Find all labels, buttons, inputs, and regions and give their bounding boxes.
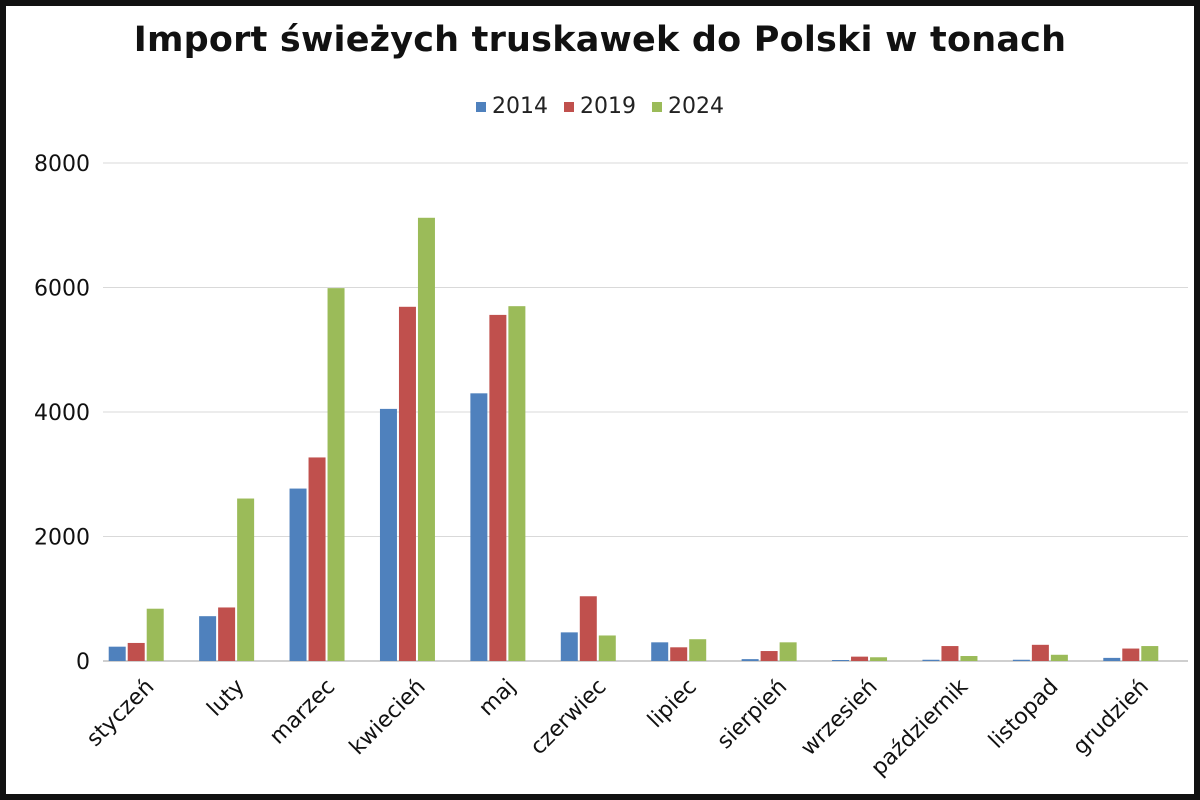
bar-2014-9 bbox=[832, 660, 850, 661]
chart-legend: 2014 2019 2024 bbox=[6, 94, 1194, 119]
x-tick-label: listopad bbox=[984, 674, 1063, 753]
x-tick-label: lipiec bbox=[643, 674, 702, 733]
legend-swatch-2019 bbox=[564, 101, 574, 112]
x-tick-label: październik bbox=[867, 674, 974, 781]
x-tick-label: styczeń bbox=[82, 674, 159, 751]
bar-2014-6 bbox=[560, 632, 578, 661]
legend-label: 2024 bbox=[668, 94, 724, 119]
bar-2024-10 bbox=[960, 656, 978, 661]
legend-item-2024: 2024 bbox=[652, 94, 724, 119]
x-tick-label: wrzesień bbox=[796, 674, 882, 760]
bar-2014-10 bbox=[922, 659, 940, 661]
y-tick-label: 0 bbox=[76, 650, 90, 675]
bar-2014-4 bbox=[379, 408, 397, 661]
bar-2024-12 bbox=[1141, 646, 1159, 661]
bar-2019-11 bbox=[1031, 644, 1049, 661]
chart-title: Import świeżych truskawek do Polski w to… bbox=[133, 20, 1067, 60]
bar-2019-1 bbox=[127, 642, 145, 661]
legend-label: 2019 bbox=[580, 94, 636, 119]
bar-2024-8 bbox=[779, 642, 797, 661]
bar-2024-5 bbox=[508, 306, 526, 661]
bar-2019-8 bbox=[760, 651, 778, 661]
bar-2019-4 bbox=[398, 306, 416, 661]
legend-label: 2014 bbox=[492, 94, 548, 119]
legend-item-2014: 2014 bbox=[476, 94, 548, 119]
bar-2014-2 bbox=[199, 616, 217, 661]
bar-2024-9 bbox=[870, 657, 888, 661]
x-tick-label: sierpień bbox=[713, 674, 793, 754]
x-tick-label: grudzień bbox=[1068, 674, 1154, 760]
bar-2024-6 bbox=[598, 635, 616, 661]
x-tick-label: maj bbox=[474, 674, 521, 721]
bar-2024-1 bbox=[146, 608, 164, 661]
y-tick-label: 8000 bbox=[34, 152, 90, 177]
x-tick-label: czerwiec bbox=[526, 674, 612, 760]
y-tick-label: 4000 bbox=[34, 401, 90, 426]
x-tick-label: marzec bbox=[265, 674, 340, 749]
bar-2019-2 bbox=[218, 607, 236, 661]
bar-2014-1 bbox=[108, 646, 126, 661]
bar-2014-5 bbox=[470, 393, 488, 661]
bar-2014-7 bbox=[651, 642, 669, 661]
bar-2024-11 bbox=[1050, 654, 1068, 661]
bar-2024-4 bbox=[417, 217, 435, 661]
y-tick-label: 2000 bbox=[34, 526, 90, 551]
bar-2014-8 bbox=[741, 659, 759, 661]
bar-2024-3 bbox=[327, 288, 345, 661]
bar-2024-7 bbox=[689, 639, 707, 661]
bar-2019-12 bbox=[1122, 648, 1140, 661]
legend-swatch-2024 bbox=[652, 101, 662, 112]
legend-item-2019: 2019 bbox=[564, 94, 636, 119]
bar-2014-3 bbox=[289, 488, 307, 661]
bar-2014-12 bbox=[1103, 657, 1121, 661]
x-tick-label: luty bbox=[203, 674, 250, 721]
legend-swatch-2014 bbox=[476, 101, 486, 112]
bar-2019-9 bbox=[851, 656, 869, 661]
bar-2019-7 bbox=[670, 647, 688, 661]
bar-2019-3 bbox=[308, 457, 326, 661]
bar-2024-2 bbox=[237, 498, 255, 661]
bar-2014-11 bbox=[1012, 659, 1030, 661]
bar-2019-6 bbox=[579, 596, 597, 661]
x-tick-label: kwiecień bbox=[345, 674, 431, 760]
bar-2019-10 bbox=[941, 646, 959, 661]
bar-2019-5 bbox=[489, 314, 507, 661]
y-tick-label: 6000 bbox=[34, 277, 90, 302]
